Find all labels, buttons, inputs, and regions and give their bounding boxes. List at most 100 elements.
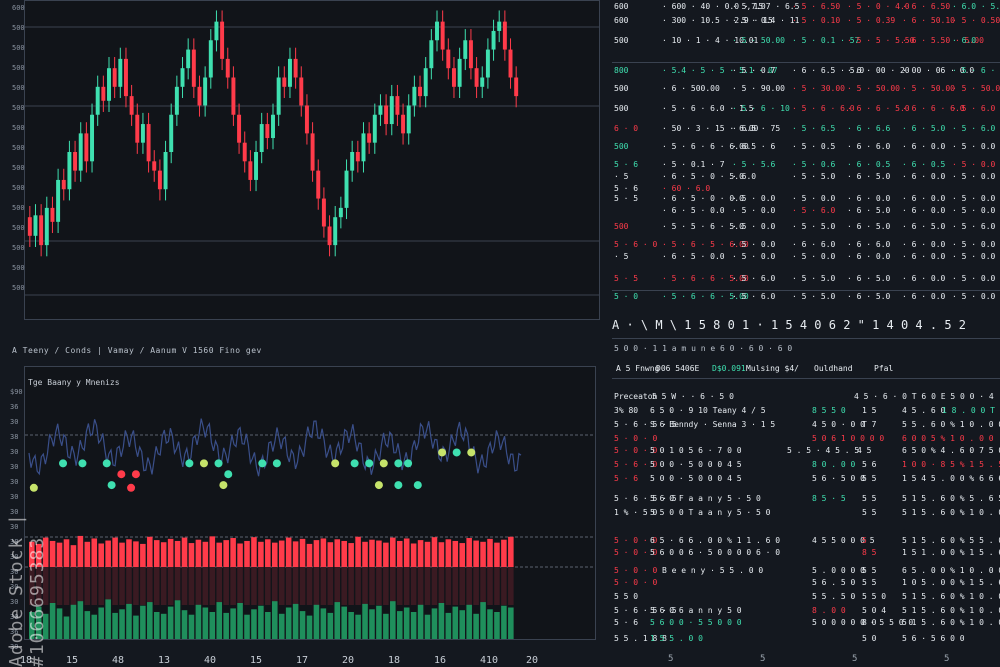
table-cell: · 5 · 0.0	[732, 252, 776, 261]
tab-item[interactable]: D06 5406E	[656, 364, 700, 373]
candle-body	[395, 96, 400, 115]
table-row[interactable]: 5 · 6 5 6 0 0 · 5 5 0 0 0 5 0 0 0 0 0 · 5 …	[612, 618, 1000, 630]
table-cell: 5 5 . 5 0	[812, 592, 856, 601]
volume-bar-green	[383, 613, 389, 639]
table-cell: · 10 · 1 · 4 · 10.01	[662, 36, 759, 45]
table-cell: 5 · 6	[614, 184, 639, 193]
volume-bar-shadow	[403, 567, 410, 605]
volume-bar-green	[202, 607, 209, 639]
status-line: 5 0 0 · 1 1 a m u n e 6 0 · 6 0 · 6 0	[614, 344, 793, 353]
table-cell: · 6 · 0.5	[902, 160, 946, 169]
table-row[interactable]: 5 · 5 · 5 · 6 · 6 · 5.00 · 5 · 6.0 · 5 · 5.…	[612, 274, 1000, 286]
volume-bar-green	[209, 612, 216, 639]
volume-bar-red	[49, 540, 56, 567]
volume-bar-shadow	[112, 567, 118, 605]
table-row[interactable]: 3% 80 6 5 0 · 9 10 Teany 4 / 5 8 5 5 0 1 5 4…	[612, 406, 1000, 418]
table-cell: · 5 · 6.0	[952, 124, 996, 133]
table-row[interactable]: 5 · 0 · 5 · 6 · 6 · 5.00 · 5 · 6.0 · 5 · 5.…	[612, 292, 1000, 304]
table-cell: 5 6 0 6 a n n y 5 0	[650, 606, 742, 615]
table-row[interactable]: 5 · 0 · 0 5 6 . 5 0 5 5 1 0 5 . 0 0 % 1 5 .…	[612, 578, 1000, 590]
volume-bar-red	[112, 537, 118, 567]
volume-axis-label: 30	[10, 598, 19, 606]
table-row[interactable]: 5 · 6 · 60 · 6.0	[612, 184, 1000, 196]
candle-body	[90, 114, 95, 162]
table-cell: · 5 · 5.0	[792, 274, 836, 283]
table-cell: · 5 · 0.0	[792, 252, 836, 261]
table-row[interactable]: · 6 · 5 · 0.0 · 5 · 0.0 · 5 · 6.0 · 6 · 5.0…	[612, 206, 1000, 218]
table-cell: · 5 · 6.0	[732, 292, 776, 301]
table-row[interactable]: 500 · 5 · 6 · 6.0 · 1.5 · 5 · 6 · 10 · 5 · …	[612, 104, 1000, 116]
table-cell: · 50 · 3 · 15 · 6.00	[662, 124, 759, 133]
volume-bar-shadow	[278, 567, 285, 605]
volume-bar-green	[160, 613, 167, 639]
candlestick-chart-panel[interactable]	[24, 0, 600, 320]
tab-item[interactable]: D$0.091	[712, 364, 746, 373]
table-cell: 5 · 5	[614, 274, 639, 283]
table-row[interactable]: 500 · 6 · 500.00 · 5 · 90.00 · 5 · 30.00 · 5…	[612, 84, 1000, 96]
table-row[interactable]: 5 · 5 · 6 · 5 · 0 · 0.0 · 5 · 0.0 · 5 · 0.0…	[612, 194, 1000, 206]
table-cell: · 5 · 5.0	[792, 222, 836, 231]
table-cell: · 6.5 · 75	[732, 124, 781, 133]
table-row[interactable]: 500 · 5 · 5 · 6 · 5.0 · 5 · 0.0 · 5 · 5.0 · …	[612, 222, 1000, 234]
table-row[interactable]: 600 · 600 · 40 · 0.0 · 15 · 5,7.07 · 6.5 ·…	[612, 2, 1000, 14]
table-row[interactable]: 500 · 5 · 6 · 6 · 6.00 · 6.5 · 6 · 5 · 0.5 ·…	[612, 142, 1000, 154]
table-divider	[612, 378, 1000, 379]
candle-body	[497, 21, 502, 31]
chart-toolbar[interactable]: A Teeny / Conds | Vamay / Aanum V 1560 F…	[12, 346, 262, 355]
table-cell: 4 5	[857, 446, 872, 455]
volume-bar-shadow	[230, 567, 236, 605]
table-row[interactable]: 5 · 6 · 5 · 0.1 · 7 · 5 · 5.6 · 5 · 0.6 · 6 …	[612, 160, 1000, 172]
table-row[interactable]: 5 · 6 · 0 · 5 · 6 · 5 · 6.00 · 5 · 0.0 · 6 …	[612, 240, 1000, 252]
volume-bar-red	[508, 536, 514, 567]
volume-axis-label: 30	[10, 478, 19, 486]
candle-body	[440, 21, 445, 50]
table-cell: · 6.0	[952, 36, 977, 45]
table-cell: 5 5 0	[862, 592, 887, 601]
table-row[interactable]: · 5 · 6 · 5 · 0.0 · 5 · 0.0 · 5 · 0.0 · 6 · …	[612, 252, 1000, 264]
table-row[interactable]: 6 · 0 · 50 · 3 · 15 · 6.00 · 6.5 · 75 · 5 ·…	[612, 124, 1000, 136]
tab-item[interactable]: A 5 Fnwng	[616, 364, 660, 373]
volume-axis-label: 30	[10, 418, 19, 426]
tab-item[interactable]: Ouldhand	[814, 364, 853, 373]
time-axis-label: 18	[388, 655, 401, 666]
candle-body	[242, 142, 247, 162]
signal-dot	[350, 459, 359, 468]
table-row[interactable]: 5 · 0 · 0 5 0 6 1 0 0 0 0 6 0 0 5 % 1 0 . …	[612, 434, 1000, 446]
volume-chart-panel[interactable]	[24, 366, 596, 640]
table-row[interactable]: · 5 · 6 · 5 · 0 · 5.0 · 6.0 · 5 · 5.0 · 6 · …	[612, 172, 1000, 184]
volume-bar-green	[126, 603, 132, 639]
table-cell: 6 5 0 % 4 . 6 0 7 5 0	[902, 446, 1000, 455]
table-cell: · 300 · 10.5 · 2.9 · 15	[662, 16, 773, 25]
volume-bar-red	[334, 539, 341, 567]
volume-bar-green	[431, 608, 438, 639]
signal-dot	[29, 483, 38, 492]
table-row[interactable]: 600 · 300 · 10.5 · 2.9 · 15 · 5 · 0.4 · 11…	[612, 16, 1000, 28]
tab-item[interactable]: Pfal	[874, 364, 894, 373]
volume-axis-label: 30	[10, 568, 19, 576]
table-row[interactable]: 500 · 10 · 1 · 4 · 10.01 · 5 · 50.00 · 5 · …	[612, 36, 1000, 48]
volume-bar-shadow	[292, 567, 299, 605]
volume-bar-shadow	[341, 567, 347, 605]
table-cell: 5 · 0 · 0	[614, 434, 658, 443]
table-cell: · 5 · 0.39	[847, 16, 896, 25]
tab-item[interactable]: Mulsing $4/	[746, 364, 799, 373]
table-cell: 1 5	[862, 406, 877, 415]
volume-bar-shadow	[285, 567, 292, 605]
signal-dot	[394, 481, 403, 490]
volume-bar-shadow	[501, 567, 507, 605]
table-divider	[612, 338, 1000, 339]
volume-bar-red	[160, 542, 167, 567]
table-row[interactable]: 5 · 0 · 0 B e e n y · 5 5 . 0 0 5 . 0 0 0 …	[612, 566, 1000, 578]
table-row[interactable]: 5 5 0 5 5 . 5 0 5 5 0 5 1 5 . 6 0 % 1 0 . 0…	[612, 592, 1000, 604]
table-row[interactable]: 800 · 5.4 · 5 · 5 · 5.1 · 07 · 5 · 0.7 · 6 …	[612, 66, 1000, 78]
